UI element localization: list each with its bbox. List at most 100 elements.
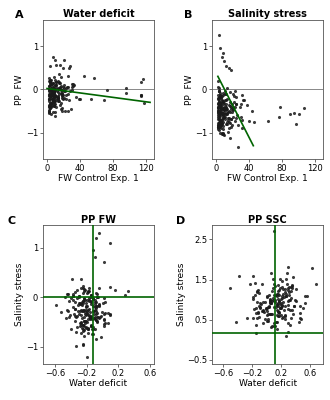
Point (86, 295, 91, 301)
Point (74, 94, 79, 100)
Point (89, 326, 94, 332)
Point (66, 308, 71, 315)
Point (89, 331, 94, 338)
Point (256, 308, 261, 315)
Point (82, 322, 87, 329)
Point (216, 121, 222, 127)
Point (71, 296, 76, 303)
Point (227, 102, 232, 108)
Point (221, 106, 226, 113)
Point (216, 85, 221, 91)
Point (96, 285, 102, 291)
Point (236, 272, 242, 279)
Point (82, 308, 87, 315)
Point (281, 307, 287, 313)
Point (91, 315, 97, 322)
Point (239, 125, 244, 131)
Point (56, 79, 62, 86)
Point (79, 315, 84, 321)
Point (51, 92, 56, 98)
Point (90, 308, 95, 314)
Point (253, 310, 258, 316)
Point (217, 130, 222, 136)
Point (86, 312, 91, 318)
Point (60, 107, 65, 114)
Point (84, 296, 89, 303)
Point (218, 106, 224, 112)
Point (222, 88, 227, 94)
Point (288, 111, 293, 117)
Point (216, 108, 222, 114)
Point (94, 336, 99, 342)
Point (78, 308, 83, 314)
Point (228, 284, 233, 291)
Point (79, 276, 84, 282)
Point (218, 92, 223, 98)
Point (51, 98, 57, 105)
Point (90, 331, 95, 338)
Point (80, 308, 85, 314)
Point (93, 296, 98, 303)
Point (220, 92, 226, 98)
Point (49, 92, 54, 99)
Point (285, 320, 290, 326)
Point (216, 32, 221, 38)
Point (271, 281, 277, 288)
Point (102, 320, 108, 326)
Point (284, 293, 289, 300)
Point (225, 109, 230, 115)
Point (85, 308, 90, 314)
Point (88, 313, 94, 319)
Point (73, 288, 78, 295)
Point (276, 310, 281, 316)
Point (285, 305, 290, 312)
Point (225, 115, 230, 121)
Point (267, 304, 272, 310)
Point (83, 318, 88, 324)
Point (217, 94, 222, 100)
Point (269, 288, 275, 294)
Point (226, 119, 232, 126)
Point (240, 96, 245, 103)
Point (259, 308, 265, 314)
Point (288, 314, 294, 321)
Text: C: C (7, 216, 16, 226)
Point (224, 106, 229, 112)
Point (254, 298, 259, 305)
Point (66, 91, 71, 97)
Point (268, 311, 274, 317)
Point (215, 77, 220, 84)
Point (56, 71, 61, 77)
Point (215, 120, 221, 127)
Point (88, 314, 93, 321)
Point (215, 100, 221, 107)
Point (278, 303, 283, 310)
Point (102, 310, 107, 316)
Point (262, 298, 268, 305)
Point (138, 92, 144, 98)
Point (216, 104, 222, 110)
Point (226, 64, 231, 71)
Point (278, 300, 283, 306)
Point (235, 112, 240, 118)
Point (50, 90, 55, 97)
Point (48, 77, 53, 84)
Point (90, 302, 95, 309)
Point (216, 116, 221, 122)
Point (233, 318, 239, 325)
Point (107, 310, 113, 317)
Point (86, 287, 91, 294)
Point (290, 311, 295, 318)
Point (224, 110, 229, 116)
Point (231, 99, 236, 105)
Point (48, 90, 53, 97)
Point (285, 302, 290, 309)
Point (224, 120, 229, 127)
Point (215, 95, 221, 102)
Point (92, 301, 98, 308)
Point (95, 310, 100, 316)
Point (284, 281, 289, 287)
Point (277, 285, 282, 291)
Point (90, 326, 96, 332)
Title: Salinity stress: Salinity stress (228, 9, 307, 19)
